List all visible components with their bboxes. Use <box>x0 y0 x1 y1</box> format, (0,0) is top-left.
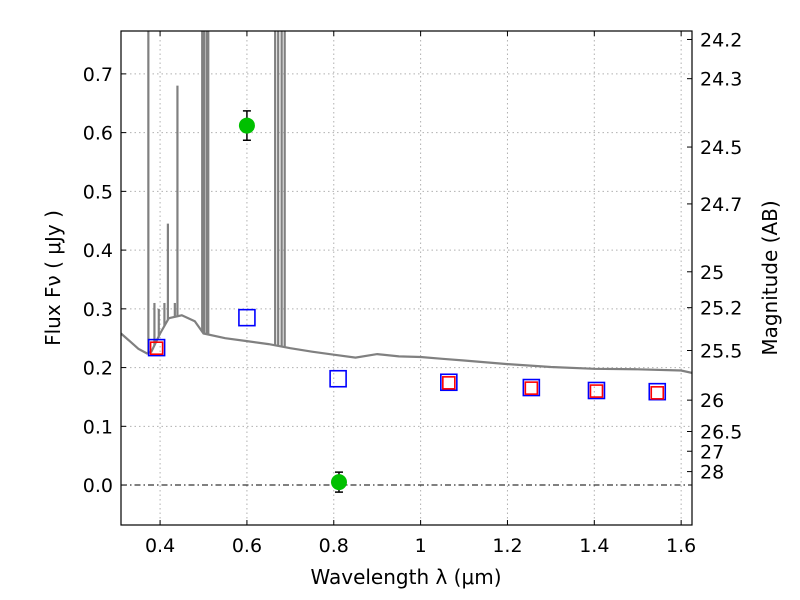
mag-tick-label: 26.5 <box>700 421 742 443</box>
y-tick-label: 0.6 <box>83 123 113 145</box>
detection-point <box>330 474 347 491</box>
model-photometry-point <box>147 338 166 357</box>
model-photometry-point <box>587 381 606 400</box>
mag-tick-label: 25.2 <box>700 298 742 320</box>
model-photometry-point <box>440 373 458 392</box>
mag-tick-label: 28 <box>700 462 724 484</box>
x-tick-label: 0.4 <box>145 535 175 557</box>
x-tick-label: 0.8 <box>319 535 349 557</box>
model-photometry-point <box>648 382 667 401</box>
mag-tick-label: 24.5 <box>700 137 742 159</box>
mag-tick-label: 25 <box>700 262 724 284</box>
y-axis-label: Flux Fν ( μJy ) <box>41 210 65 346</box>
y-tick-label: 0.7 <box>83 64 113 86</box>
x-tick-label: 1.6 <box>666 535 696 557</box>
x-tick-label: 1.4 <box>579 535 609 557</box>
detection-point <box>238 117 255 134</box>
observed-photometry-point <box>149 341 164 355</box>
y-tick-label: 0.0 <box>83 475 113 497</box>
y-tick-label: 0.2 <box>83 358 113 380</box>
x-tick-label: 0.6 <box>232 535 262 557</box>
plot-frame <box>120 30 693 526</box>
x-axis-label: Wavelength λ (μm) <box>310 565 501 589</box>
y-tick-label: 0.1 <box>83 416 113 438</box>
data-layer <box>121 31 692 493</box>
x-tick-label: 1 <box>415 535 427 557</box>
mag-tick-label: 24.7 <box>700 194 742 216</box>
mag-tick-label: 24.2 <box>700 29 742 51</box>
observed-photometry-point <box>589 384 604 398</box>
mag-tick-label: 25.5 <box>700 340 742 362</box>
y-tick-label: 0.4 <box>83 240 113 262</box>
plot-background <box>121 31 692 525</box>
x-tick-label: 1.2 <box>492 535 522 557</box>
mag-tick-label: 27 <box>700 441 724 463</box>
model-photometry-point <box>329 369 347 388</box>
y-tick-label: 0.3 <box>83 299 113 321</box>
model-photometry-point <box>238 308 256 327</box>
ticks: 0.4 0.6 0.8 1 1.2 1.4 1.6 0.0 0.1 0.2 0.3 0.4 0.5 0.6… <box>83 29 743 557</box>
y-tick-label: 0.5 <box>83 181 113 203</box>
observed-photometry-point <box>442 376 456 390</box>
mag-tick-label: 26 <box>700 390 724 412</box>
y2-axis-label: Magnitude (AB) <box>758 200 782 355</box>
observed-photometry-point <box>650 386 665 400</box>
observed-photometry-point <box>524 381 539 395</box>
model-photometry-point <box>522 378 541 397</box>
mag-tick-label: 24.3 <box>700 69 742 91</box>
